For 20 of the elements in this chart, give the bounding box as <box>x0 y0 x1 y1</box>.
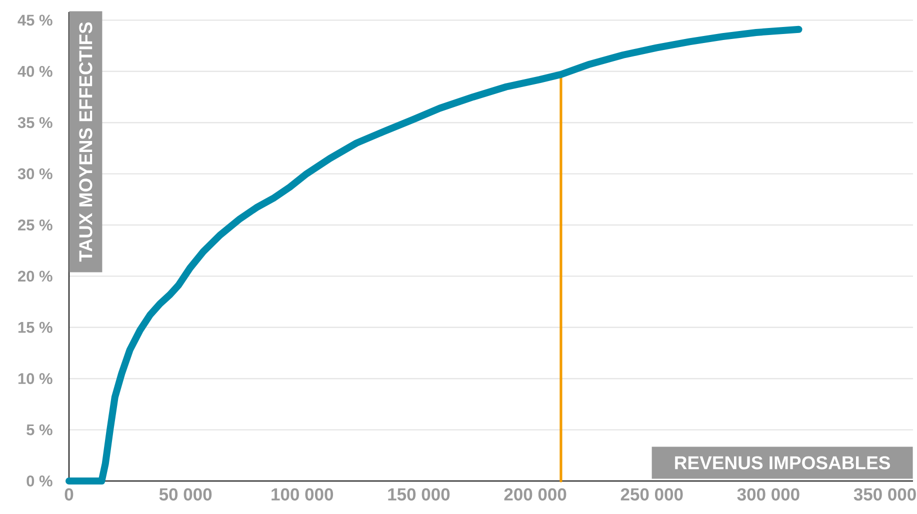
x-tick-label: 200 000 <box>504 488 566 501</box>
x-tick-label: 50 000 <box>159 488 212 501</box>
x-tick-label: 150 000 <box>388 488 450 501</box>
y-tick-label: 25 % <box>18 220 52 230</box>
x-tick-label: 300 000 <box>737 488 800 501</box>
x-tick-label: 100 000 <box>272 488 334 501</box>
y-axis-title: TAUX MOYENS EFFECTIFS <box>79 22 92 262</box>
y-tick-label: 0 % <box>26 476 52 486</box>
x-tick-label: 350 000 <box>854 488 916 501</box>
y-tick-label: 35 % <box>18 117 52 128</box>
y-tick-label: 40 % <box>18 66 52 77</box>
y-tick-label: 15 % <box>18 322 52 333</box>
y-tick-label: 30 % <box>18 168 52 180</box>
y-tick-label: 45 % <box>18 14 52 26</box>
y-tick-label: 10 % <box>18 373 52 384</box>
x-axis-title: REVENUS IMPOSABLES <box>675 456 890 470</box>
x-tick-label: 250 000 <box>620 488 683 501</box>
y-tick-label: 20 % <box>18 270 52 282</box>
y-tick-label: 5 % <box>26 424 52 436</box>
x-tick-label: 0 <box>64 488 74 501</box>
